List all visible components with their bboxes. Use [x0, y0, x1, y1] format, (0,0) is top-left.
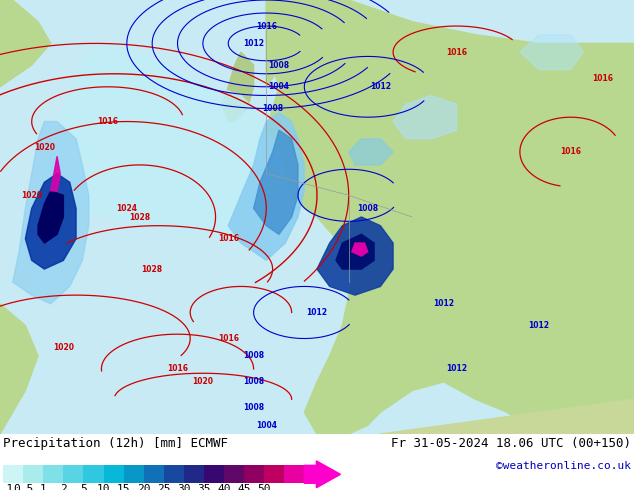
- Text: 1016: 1016: [217, 234, 239, 243]
- Text: 45: 45: [237, 485, 251, 490]
- Polygon shape: [25, 173, 76, 269]
- Text: 1016: 1016: [446, 48, 467, 56]
- Text: Precipitation (12h) [mm] ECMWF: Precipitation (12h) [mm] ECMWF: [3, 437, 228, 450]
- Text: 1004: 1004: [268, 82, 290, 91]
- FancyArrow shape: [304, 461, 340, 488]
- Bar: [204, 466, 224, 483]
- Polygon shape: [51, 156, 60, 191]
- Text: 1012: 1012: [446, 365, 467, 373]
- Bar: [103, 466, 124, 483]
- Bar: [124, 466, 144, 483]
- Text: 50: 50: [257, 485, 271, 490]
- Text: 1020: 1020: [34, 143, 55, 152]
- Text: ©weatheronline.co.uk: ©weatheronline.co.uk: [496, 461, 631, 471]
- Text: 1020: 1020: [192, 377, 214, 387]
- Text: 10: 10: [97, 485, 110, 490]
- Bar: [3, 466, 23, 483]
- Text: 1024: 1024: [116, 204, 138, 213]
- Bar: [84, 466, 103, 483]
- Polygon shape: [393, 96, 456, 139]
- Bar: [43, 466, 63, 483]
- Text: 0.5: 0.5: [13, 485, 34, 490]
- Text: 1028: 1028: [129, 213, 150, 221]
- Text: 1008: 1008: [262, 104, 283, 113]
- Text: 1016: 1016: [217, 334, 239, 343]
- Text: 2: 2: [60, 485, 67, 490]
- Text: 1008: 1008: [357, 204, 378, 213]
- Text: 20: 20: [137, 485, 150, 490]
- Text: 1012: 1012: [433, 299, 455, 308]
- Bar: [164, 466, 184, 483]
- Text: 1012: 1012: [528, 321, 550, 330]
- Polygon shape: [0, 304, 38, 434]
- Text: 1008: 1008: [243, 403, 264, 413]
- Text: 1016: 1016: [256, 22, 277, 30]
- Polygon shape: [336, 234, 374, 269]
- Text: 1: 1: [40, 485, 47, 490]
- Polygon shape: [380, 399, 634, 434]
- Text: 0.1: 0.1: [0, 485, 13, 490]
- Text: 40: 40: [217, 485, 231, 490]
- Polygon shape: [38, 191, 63, 243]
- Bar: [224, 466, 244, 483]
- Text: 1012: 1012: [306, 308, 328, 317]
- Polygon shape: [352, 243, 368, 256]
- Text: 25: 25: [157, 485, 171, 490]
- Bar: [23, 466, 43, 483]
- Polygon shape: [254, 130, 298, 234]
- Text: 1008: 1008: [243, 351, 264, 360]
- Polygon shape: [13, 122, 89, 304]
- Text: 1008: 1008: [243, 377, 264, 387]
- Text: 30: 30: [177, 485, 191, 490]
- Text: 1016: 1016: [592, 74, 613, 83]
- Polygon shape: [317, 217, 393, 295]
- Text: Fr 31-05-2024 18.06 UTC (00+150): Fr 31-05-2024 18.06 UTC (00+150): [391, 437, 631, 450]
- Polygon shape: [520, 35, 583, 70]
- Bar: [284, 466, 304, 483]
- Text: 1016: 1016: [97, 117, 119, 126]
- Text: 1016: 1016: [560, 147, 581, 156]
- Text: 1004: 1004: [256, 421, 277, 430]
- Polygon shape: [222, 52, 254, 122]
- Polygon shape: [349, 139, 393, 165]
- Text: 1028: 1028: [141, 265, 163, 273]
- Bar: [144, 466, 164, 483]
- Text: 35: 35: [197, 485, 210, 490]
- Text: 15: 15: [117, 485, 131, 490]
- Text: 1012: 1012: [370, 82, 391, 91]
- Bar: [264, 466, 284, 483]
- Text: 1020: 1020: [21, 191, 42, 200]
- Bar: [63, 466, 84, 483]
- Polygon shape: [0, 0, 51, 87]
- Polygon shape: [266, 0, 349, 87]
- Polygon shape: [266, 0, 634, 434]
- Text: 1016: 1016: [167, 365, 188, 373]
- Bar: [244, 466, 264, 483]
- Polygon shape: [228, 113, 304, 260]
- Text: 1020: 1020: [53, 343, 74, 352]
- Polygon shape: [32, 44, 285, 234]
- Text: 5: 5: [80, 485, 87, 490]
- Bar: [184, 466, 204, 483]
- Text: 1008: 1008: [268, 61, 290, 70]
- Text: 1012: 1012: [243, 39, 264, 48]
